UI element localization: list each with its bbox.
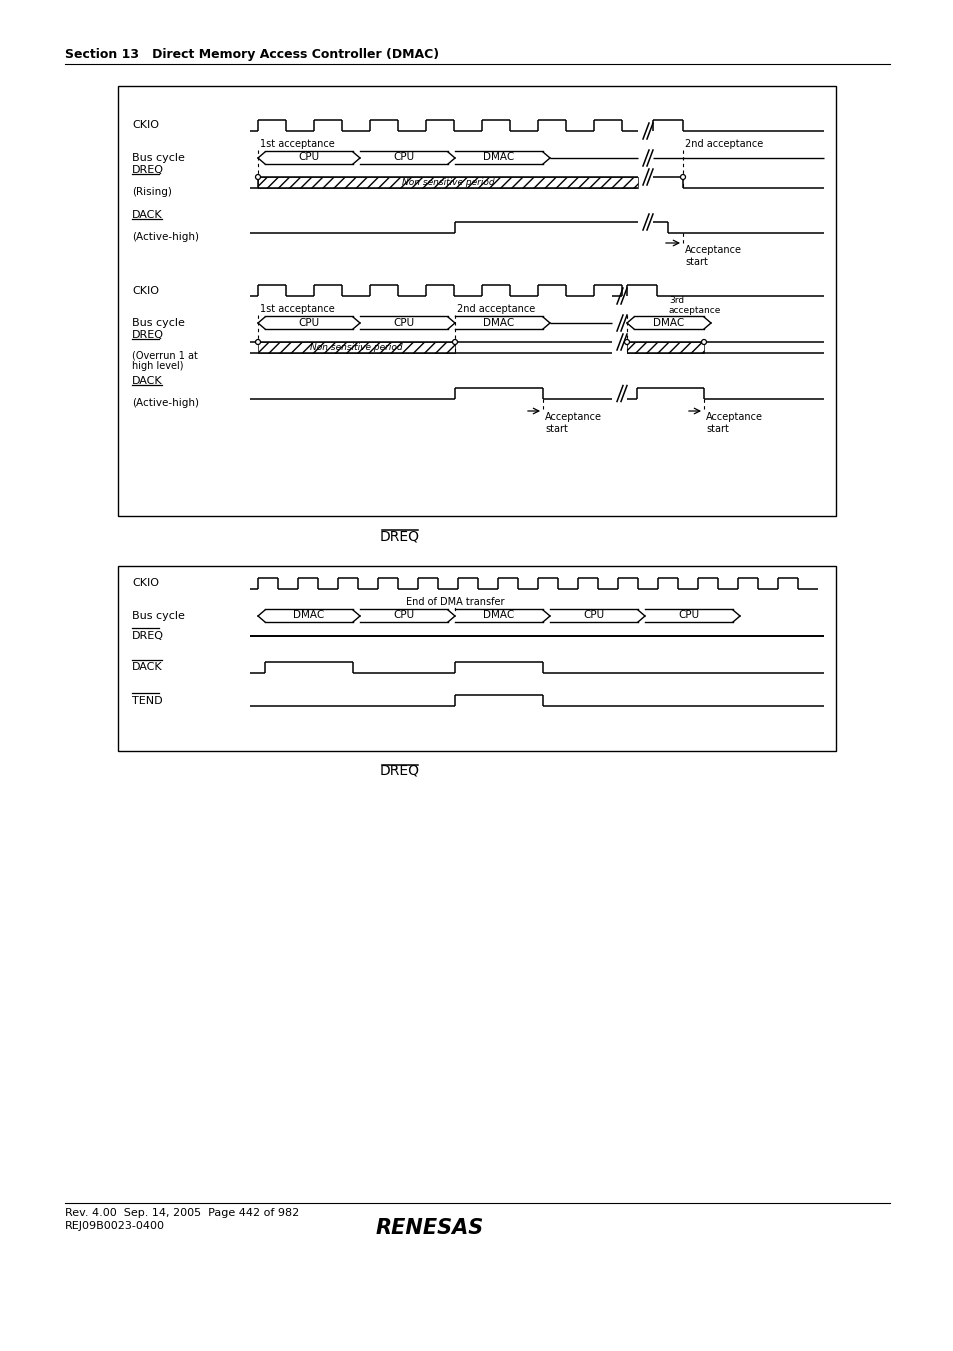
Text: DMAC: DMAC	[483, 317, 514, 327]
Text: DMAC: DMAC	[294, 611, 324, 620]
Polygon shape	[257, 342, 455, 353]
Text: Acceptance
start: Acceptance start	[544, 412, 601, 434]
Text: DREQ: DREQ	[132, 631, 164, 640]
Text: DMAC: DMAC	[653, 317, 684, 327]
Text: CPU: CPU	[298, 317, 319, 327]
Text: Bus cycle: Bus cycle	[132, 611, 185, 621]
Text: Non sensitive period: Non sensitive period	[401, 178, 494, 186]
Text: CKIO: CKIO	[132, 285, 159, 296]
Text: 2nd acceptance: 2nd acceptance	[684, 139, 762, 149]
Text: DACK: DACK	[132, 376, 162, 386]
Text: End of DMA transfer: End of DMA transfer	[405, 597, 504, 607]
Text: (Overrun 1 at: (Overrun 1 at	[132, 351, 197, 361]
Text: DACK: DACK	[132, 209, 162, 220]
Text: DREQ: DREQ	[379, 765, 419, 778]
Text: high level): high level)	[132, 361, 183, 372]
Text: Non sensitive period: Non sensitive period	[310, 343, 402, 353]
Text: CPU: CPU	[583, 611, 604, 620]
Text: CPU: CPU	[393, 611, 415, 620]
Text: 3rd
acceptance: 3rd acceptance	[668, 296, 720, 315]
Text: Acceptance
start: Acceptance start	[705, 412, 762, 434]
Text: CKIO: CKIO	[132, 120, 159, 131]
Text: 1st acceptance: 1st acceptance	[260, 139, 335, 149]
Circle shape	[700, 339, 706, 345]
Text: Bus cycle: Bus cycle	[132, 153, 185, 163]
Circle shape	[255, 174, 260, 180]
Text: DMAC: DMAC	[483, 153, 514, 162]
Text: CPU: CPU	[678, 611, 699, 620]
Text: DMAC: DMAC	[483, 611, 514, 620]
Text: CPU: CPU	[393, 153, 415, 162]
Text: TEND: TEND	[132, 696, 162, 705]
Text: DREQ: DREQ	[132, 165, 164, 176]
Text: 1st acceptance: 1st acceptance	[260, 304, 335, 313]
Text: RENESAS: RENESAS	[375, 1219, 483, 1238]
Circle shape	[624, 339, 629, 345]
Text: CPU: CPU	[298, 153, 319, 162]
Text: Bus cycle: Bus cycle	[132, 317, 185, 328]
Text: (Rising): (Rising)	[132, 186, 172, 197]
Circle shape	[255, 339, 260, 345]
Text: 2nd acceptance: 2nd acceptance	[456, 304, 535, 313]
Text: DREQ: DREQ	[132, 330, 164, 340]
Text: DACK: DACK	[132, 662, 162, 673]
Bar	[118, 566, 835, 751]
Text: CPU: CPU	[393, 317, 415, 327]
Polygon shape	[626, 342, 703, 353]
Text: REJ09B0023-0400: REJ09B0023-0400	[65, 1221, 165, 1231]
Circle shape	[679, 174, 685, 180]
Text: DREQ: DREQ	[379, 530, 419, 543]
Text: (Active-high): (Active-high)	[132, 399, 199, 408]
Text: Acceptance
start: Acceptance start	[684, 245, 741, 266]
Circle shape	[452, 339, 457, 345]
Text: CKIO: CKIO	[132, 578, 159, 589]
Text: Section 13   Direct Memory Access Controller (DMAC): Section 13 Direct Memory Access Controll…	[65, 49, 438, 61]
Polygon shape	[257, 177, 638, 188]
Text: (Active-high): (Active-high)	[132, 232, 199, 242]
Bar	[118, 86, 835, 516]
Text: Rev. 4.00  Sep. 14, 2005  Page 442 of 982: Rev. 4.00 Sep. 14, 2005 Page 442 of 982	[65, 1208, 299, 1219]
